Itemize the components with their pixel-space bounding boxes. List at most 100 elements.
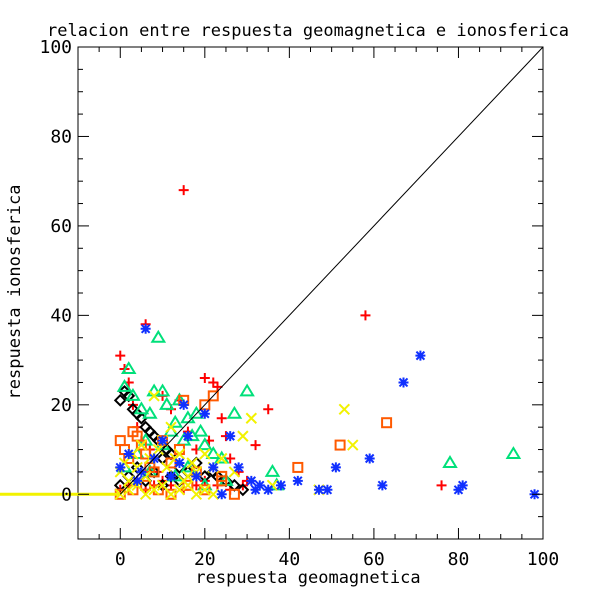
x-tick-label: 100 — [527, 549, 560, 570]
x-marker — [123, 484, 135, 496]
plus-marker — [225, 453, 236, 464]
asterisk-marker — [123, 449, 134, 460]
square-marker — [216, 475, 228, 487]
diamond-marker — [236, 483, 250, 497]
triangle-marker — [116, 378, 133, 392]
x-marker — [216, 452, 228, 465]
triangle-marker — [192, 423, 209, 437]
asterisk-marker — [246, 475, 257, 486]
triangle-marker — [133, 401, 150, 415]
square-marker — [292, 461, 304, 473]
x-marker — [190, 488, 203, 500]
x-marker — [152, 443, 165, 456]
x-tick-label: 40 — [279, 549, 301, 570]
x-marker — [245, 412, 258, 424]
asterisk-marker — [115, 462, 126, 473]
asterisk-marker — [453, 484, 464, 495]
x-tick-label: 60 — [363, 549, 385, 570]
x-marker — [182, 470, 194, 483]
asterisk-marker — [208, 462, 219, 473]
plus-marker — [199, 372, 210, 383]
asterisk-marker — [377, 480, 388, 491]
plus-marker — [263, 404, 274, 415]
plus-marker — [178, 185, 189, 196]
plus-marker — [216, 413, 227, 424]
triangle-marker — [442, 455, 458, 468]
x-marker — [237, 430, 249, 442]
asterisk-marker — [216, 489, 227, 500]
asterisk-marker — [322, 484, 333, 495]
asterisk-marker — [275, 480, 286, 491]
square-marker — [334, 439, 346, 451]
y-tick-label: 100 — [39, 37, 72, 58]
triangle-marker — [205, 446, 222, 460]
triangle-marker — [167, 414, 183, 428]
asterisk-marker — [250, 484, 261, 495]
asterisk-marker — [178, 399, 189, 410]
asterisk-marker — [233, 462, 244, 473]
square-marker — [228, 488, 240, 500]
asterisk-marker — [292, 475, 303, 486]
asterisk-marker — [415, 350, 426, 361]
x-marker — [161, 461, 173, 474]
x-marker — [347, 439, 359, 451]
plus-marker — [436, 480, 447, 491]
x-marker — [123, 475, 135, 487]
x-marker — [156, 479, 169, 492]
plus-marker — [115, 350, 126, 361]
square-marker — [114, 435, 126, 447]
x-marker — [173, 448, 186, 460]
plus-marker — [250, 440, 261, 451]
triangle-marker — [505, 446, 522, 460]
y-axis-label: respuesta ionosferica — [5, 185, 25, 400]
x-marker — [148, 484, 160, 496]
x-marker — [173, 484, 186, 496]
asterisk-marker — [182, 431, 193, 442]
asterisk-marker — [199, 408, 210, 419]
reference-diagonal-line — [119, 46, 544, 495]
x-marker — [139, 488, 152, 500]
asterisk-marker — [330, 462, 341, 473]
x-marker — [199, 448, 211, 460]
triangle-marker — [150, 329, 167, 343]
triangle-marker — [120, 361, 137, 375]
asterisk-marker — [225, 431, 236, 442]
triangle-marker — [239, 383, 255, 397]
x-marker — [148, 390, 160, 402]
asterisk-marker — [191, 471, 202, 482]
asterisk-marker — [457, 480, 468, 491]
triangle-marker — [226, 405, 243, 419]
diamond-marker — [164, 469, 178, 483]
asterisk-marker — [140, 323, 151, 334]
y-tick-label: 0 — [61, 484, 72, 505]
y-tick-label: 40 — [50, 305, 72, 326]
triangle-marker — [197, 437, 213, 451]
x-marker — [135, 439, 148, 451]
diamond-marker — [122, 389, 136, 403]
x-marker — [186, 457, 198, 469]
x-marker — [165, 421, 177, 433]
x-marker — [182, 479, 194, 492]
data-points-layer — [113, 185, 540, 500]
asterisk-marker — [263, 484, 274, 495]
x-tick-label: 80 — [448, 549, 470, 570]
y-tick-label: 20 — [50, 395, 72, 416]
asterisk-marker — [254, 480, 265, 491]
triangle-marker — [213, 450, 230, 464]
y-tick-label: 60 — [50, 216, 72, 237]
square-marker — [207, 390, 219, 402]
square-marker — [381, 417, 393, 429]
asterisk-marker — [157, 435, 168, 446]
x-tick-label: 0 — [115, 549, 126, 570]
triangle-marker — [142, 405, 158, 419]
triangle-marker — [125, 387, 141, 401]
asterisk-marker — [132, 475, 143, 486]
triangle-marker — [264, 463, 281, 477]
x-marker — [338, 403, 351, 415]
x-axis-label: respuesta geomagnetica — [195, 568, 420, 588]
x-marker — [199, 484, 211, 496]
plus-marker — [212, 381, 223, 392]
asterisk-marker — [313, 484, 324, 495]
